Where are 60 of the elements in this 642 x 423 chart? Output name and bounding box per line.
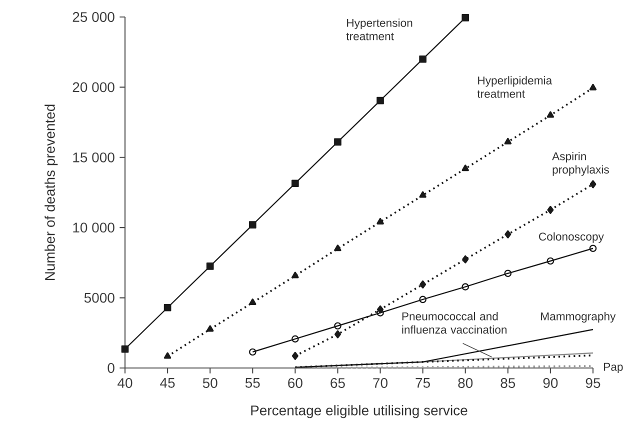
y-tick-label: 15 000 [73,152,114,163]
y-tick-label: 0 [108,363,114,374]
series-label: Hypertension treatment [346,18,412,40]
point [248,221,256,229]
point [376,218,384,225]
point [164,352,172,360]
y-axis-title: Number of deaths prevented [44,104,58,280]
x-tick-label: 85 [500,378,516,388]
series-label: Hyperlipidemia treatment [477,76,552,98]
y-tick-label: 5000 [84,293,114,303]
x-tick-label: 65 [330,378,345,388]
point [462,14,470,22]
point [419,56,426,63]
y-tick-label: 20 000 [72,82,114,92]
series-label: Mammography [541,312,616,323]
point [249,298,256,306]
point [462,164,469,172]
point [292,352,298,360]
y-tick-label: 25 000 [72,12,114,22]
point [334,330,341,338]
point [419,296,426,304]
point [292,180,299,188]
x-tick-label: 40 [118,378,132,388]
x-tick-label: 45 [160,378,175,388]
point [589,84,597,91]
point [292,335,299,343]
point [334,244,342,252]
point [334,138,342,146]
x-axis-title: Percentage eligible utilising service [251,405,468,418]
series-label: Aspirin prophylaxis [552,152,609,176]
x-tick-label: 50 [202,378,218,388]
point [206,262,214,270]
point [376,97,384,104]
point [504,270,512,278]
point [292,272,299,278]
x-tick-label: 60 [288,378,302,388]
point [164,304,172,312]
point [462,283,470,291]
point [334,322,342,330]
point [419,192,426,198]
point [547,206,554,214]
x-tick-label: 55 [245,378,260,388]
x-tick-label: 95 [586,378,600,388]
y-tick-label: 10 000 [73,222,114,233]
series-label: Colonoscopy [539,232,604,244]
point [462,256,469,264]
point [546,111,554,118]
point [546,258,554,265]
point [504,230,512,239]
point [590,180,596,188]
text: Pneumococcal and influenza vaccination [402,312,507,334]
point [206,325,214,332]
x-tick-label: 80 [458,378,473,388]
point [121,346,129,353]
x-tick-label: 70 [373,378,388,388]
x-tick-label: 75 [416,378,430,388]
point [420,280,426,289]
point [504,138,512,145]
x-tick-label: 90 [543,378,558,388]
series-label: Pap [604,363,623,374]
